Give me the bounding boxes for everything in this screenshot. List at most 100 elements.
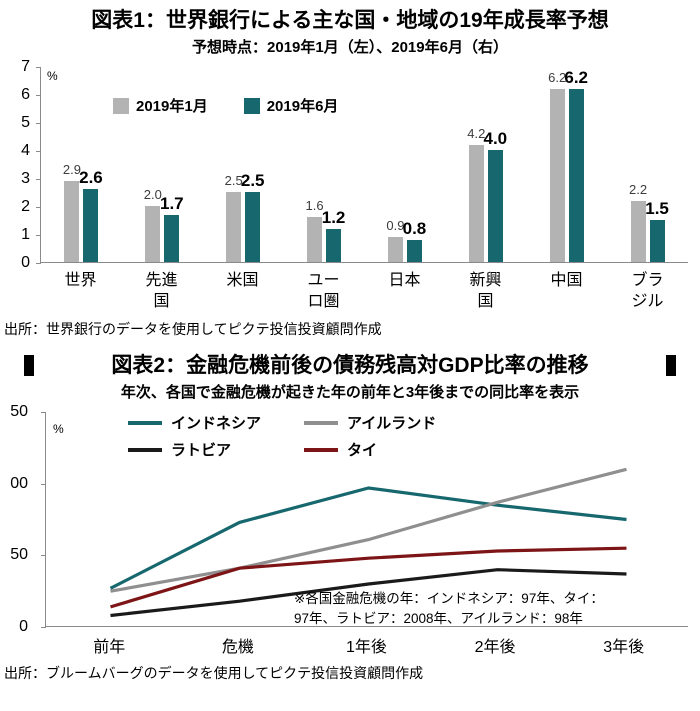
figure2-title: 図表2：金融危機前後の債務残高対GDP比率の推移 <box>111 353 589 377</box>
bar-june: 2.5 <box>241 172 265 263</box>
legend-label: タイ <box>347 442 378 460</box>
x-category-label: 新興 国 <box>469 272 502 311</box>
figure2-x-axis-labels: 前年 危機 1年後 2年後 3年後 <box>45 633 688 657</box>
bar-value-label: 2.2 <box>629 181 648 197</box>
bar-value-label: 6.2 <box>548 69 567 85</box>
figure2-legend: インドネシア アイルランドラトビア タイ <box>128 412 436 460</box>
y-tick-label: 5 <box>21 114 30 132</box>
bar-value-label: 2.6 <box>79 168 103 188</box>
x-category-label: 米国 <box>226 272 259 290</box>
x-category-label: 世界 <box>64 272 97 290</box>
y-tick-mark <box>36 123 41 125</box>
bar-group: 4.2 4.0 <box>445 67 526 263</box>
x-category-label: ブラ ジル <box>631 272 664 311</box>
legend-item: 2019年1月 <box>113 95 208 116</box>
bar-group: 0.9 0.8 <box>365 67 446 263</box>
legend-line-swatch <box>128 447 162 452</box>
x-category-label: ユー ロ圏 <box>307 272 340 311</box>
bar-june: 1.5 <box>645 200 669 263</box>
bar-value-label: 4.2 <box>467 125 486 141</box>
legend-line-swatch <box>128 420 162 425</box>
y-tick-label: 6 <box>21 86 30 104</box>
series-line-0 <box>109 486 627 590</box>
figure2-subtitle: 年次、各国で金融危機が起きた年の前年と3年後までの同比率を表示 <box>120 384 580 402</box>
bar-group: 6.2 6.2 <box>526 67 607 263</box>
legend-label: ラトビア <box>171 442 232 460</box>
x-category-label: 中国 <box>550 272 583 290</box>
y-tick-label: 0 <box>21 254 30 272</box>
figure2: 図表2：金融危機前後の債務残高対GDP比率の推移 年次、各国で金融危機が起きた年… <box>0 353 700 683</box>
y-tick-label: 50 <box>10 403 28 421</box>
bar-value-label: 2.9 <box>62 162 81 178</box>
y-tick-label: 1 <box>21 226 30 244</box>
x-category-label: 日本 <box>388 272 421 290</box>
y-tick-mark <box>36 235 41 237</box>
y-tick-mark <box>36 263 41 265</box>
bar-june: 6.2 <box>564 69 588 263</box>
bar-january: 0.9 <box>386 219 404 263</box>
y-tick-mark <box>36 207 41 209</box>
figure2-line-chart: 50 00 50 0 % インドネシア アイルランド ラトビア タイ ※各国金融危機の年：イ… <box>0 403 688 635</box>
bar-january: 4.2 <box>467 127 485 263</box>
legend-line-swatch <box>304 447 338 452</box>
legend-item: 2019年6月 <box>243 95 338 116</box>
bar-value-label: 1.6 <box>305 198 324 214</box>
y-tick-mark <box>36 179 41 181</box>
y-tick-label: 4 <box>21 142 30 160</box>
figure1-bars: 2.9 2.6 2.0 1.7 2.5 2.5 1.6 1.2 0.9 0.8 4.2 4.0 6.2 6… <box>41 67 688 263</box>
bar-value-label: 2.5 <box>224 173 243 189</box>
figure1-source: 出所：世界銀行のデータを使用してピクテ投信投資顧問作成 <box>4 320 382 337</box>
legend-item: アイルランド <box>304 412 436 433</box>
y-tick-label: 50 <box>10 546 28 564</box>
x-category-label: 1年後 <box>346 639 387 657</box>
x-category-label: 3年後 <box>603 639 645 657</box>
figure1-title: 図表1：世界銀行による主な国・地域の19年成長率予想 <box>91 9 609 32</box>
figure1-y-unit-label: % <box>47 69 58 84</box>
legend-label: インドネシア <box>171 415 262 433</box>
bar-january: 2.9 <box>63 163 81 263</box>
legend-label: アイルランド <box>347 415 437 433</box>
bar-value-label: 0.9 <box>386 218 405 234</box>
figure1-plot-area: % 2019年1月 2019年6月 2.9 2.6 2.0 1.7 2.5 2.5 1.6 1.… <box>36 67 688 265</box>
figure1-legend: 2019年1月 2019年6月 <box>113 95 338 116</box>
bar-value-label: 1.7 <box>159 193 184 213</box>
legend-label: 2019年1月 <box>136 98 208 116</box>
bar-group: 1.6 1.2 <box>284 67 365 263</box>
bar-january: 6.2 <box>548 71 566 263</box>
x-category-label: 前年 <box>93 639 126 657</box>
bar-january: 1.6 <box>306 199 324 263</box>
bar-june: 0.8 <box>403 220 426 263</box>
y-tick-mark <box>41 412 46 414</box>
y-tick-label: 2 <box>21 198 30 216</box>
series-line-2 <box>110 568 627 618</box>
x-category-label: 2年後 <box>474 639 516 657</box>
bar-january: 2.5 <box>225 174 243 263</box>
figure2-plot-area: % インドネシア アイルランド ラトビア タイ ※各国金融危機の年：インドネシア：97… <box>41 412 688 629</box>
series-line-3 <box>110 546 627 609</box>
bar-january: 2.2 <box>629 183 647 263</box>
bar-value-label: 1.5 <box>645 199 669 219</box>
legend-swatch <box>113 97 129 114</box>
x-category-label: 危機 <box>221 639 254 657</box>
figure2-title-row: 図表2：金融危機前後の債務残高対GDP比率の推移 <box>24 353 676 379</box>
bar-value-label: 1.2 <box>321 207 346 227</box>
bar-group: 2.9 2.6 <box>41 67 122 263</box>
title-marker-left <box>24 355 34 377</box>
bar-june: 1.7 <box>160 195 184 263</box>
bar-group: 2.2 1.5 <box>607 67 688 263</box>
y-tick-mark <box>36 95 41 97</box>
figure2-y-axis: 50 00 50 0 <box>0 403 38 635</box>
legend-item: タイ <box>304 439 436 460</box>
bar-value-label: 2.5 <box>240 171 265 191</box>
legend-line-swatch <box>304 420 338 425</box>
bar-group: 2.0 1.7 <box>122 67 203 263</box>
legend-item: ラトビア <box>128 439 304 460</box>
x-category-label: 先進 国 <box>145 272 178 311</box>
bar-june: 1.2 <box>322 209 345 263</box>
bar-june: 4.0 <box>483 130 507 263</box>
series-line-1 <box>110 467 627 593</box>
y-tick-mark <box>41 483 46 485</box>
bar-value-label: 0.8 <box>402 218 427 238</box>
